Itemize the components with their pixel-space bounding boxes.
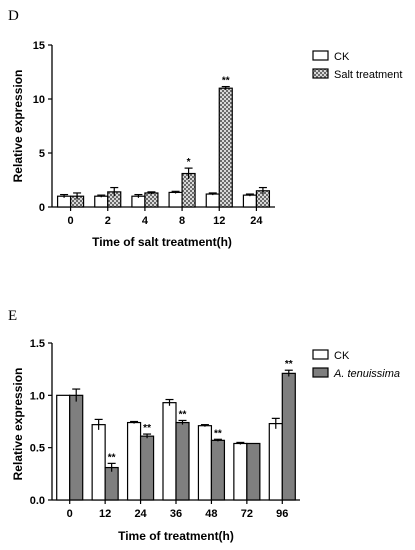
x-tick-label: 24 bbox=[250, 215, 263, 227]
legend-swatch-salt-treatment bbox=[312, 68, 329, 79]
x-tick-label: 72 bbox=[241, 508, 253, 520]
panel-e-y-axis: 0.0 0.5 1.0 1.5 bbox=[30, 338, 53, 507]
bar-ck bbox=[242, 194, 258, 208]
legend-swatch-a-tenuissima bbox=[312, 367, 329, 378]
panel-e-x-axis-title: Time of treatment(h) bbox=[118, 529, 234, 543]
bar-ck bbox=[94, 195, 109, 208]
bar-ck bbox=[56, 394, 71, 501]
panel-e-bars: ** ** ** ** ** bbox=[56, 359, 296, 501]
x-tick-label: 4 bbox=[142, 215, 149, 227]
bar-treatment bbox=[139, 435, 155, 501]
panel-e-chart: E 0.0 0.5 1.0 1.5 0 12 24 36 48 72 96 ** ** ** **** … bbox=[8, 308, 400, 543]
x-tick-label: 2 bbox=[105, 215, 111, 227]
bar-ck bbox=[233, 442, 248, 501]
bar-ck bbox=[197, 425, 213, 501]
significance-mark: ** bbox=[108, 452, 116, 463]
bar-ck bbox=[162, 402, 177, 501]
bar-treatment bbox=[218, 87, 233, 208]
x-tick-label: 12 bbox=[99, 508, 111, 520]
panel-d-legend: CK Salt treatment bbox=[312, 50, 402, 81]
legend-swatch-ck bbox=[312, 349, 329, 360]
bar-treatment bbox=[246, 442, 261, 501]
significance-mark: ** bbox=[214, 428, 222, 439]
bar-ck bbox=[268, 422, 283, 501]
y-tick-label: 10 bbox=[33, 94, 45, 106]
bar-treatment bbox=[210, 439, 226, 501]
significance-mark: ** bbox=[222, 76, 230, 87]
y-tick-label: 1.0 bbox=[30, 390, 45, 402]
panel-e-x-axis: 0 12 24 36 48 72 96 bbox=[52, 499, 300, 520]
panel-d-bars: *** bbox=[56, 76, 271, 208]
significance-mark: ** bbox=[179, 409, 187, 420]
panel-d-x-axis-title: Time of salt treatment(h) bbox=[92, 235, 232, 249]
x-tick-label: 0 bbox=[68, 215, 74, 227]
bar-ck bbox=[91, 424, 106, 501]
x-tick-label: 96 bbox=[276, 508, 288, 520]
significance-mark: ** bbox=[143, 423, 151, 434]
legend-label-ck: CK bbox=[334, 350, 350, 362]
significance-mark: * bbox=[187, 157, 191, 168]
x-tick-label: 12 bbox=[213, 215, 225, 227]
x-tick-label: 8 bbox=[179, 215, 185, 227]
panel-d-x-axis: 0 2 4 8 12 24 bbox=[52, 206, 275, 227]
legend-label-ck: CK bbox=[334, 51, 350, 63]
panel-d-letter: D bbox=[8, 8, 19, 24]
x-tick-label: 24 bbox=[134, 508, 147, 520]
bar-treatment bbox=[104, 466, 119, 501]
bar-ck bbox=[205, 193, 220, 208]
y-tick-label: 5 bbox=[39, 148, 45, 160]
panel-e-legend: CK A. tenuissima bbox=[312, 349, 400, 380]
panel-e-letter: E bbox=[8, 308, 17, 324]
legend-swatch-ck bbox=[312, 50, 329, 61]
panel-d-y-axis-title: Relative expression bbox=[11, 70, 25, 183]
x-tick-label: 0 bbox=[67, 508, 73, 520]
significance-mark: ** bbox=[285, 359, 293, 370]
x-tick-label: 36 bbox=[170, 508, 182, 520]
bar-ck bbox=[126, 421, 142, 501]
y-tick-label: 15 bbox=[33, 40, 45, 52]
bar-treatment bbox=[144, 192, 159, 208]
bar-treatment bbox=[281, 372, 296, 501]
panel-d-y-axis: 0 5 10 15 bbox=[33, 40, 53, 214]
legend-label-salt-treatment: Salt treatment bbox=[334, 69, 402, 81]
bar-ck bbox=[168, 191, 183, 208]
y-tick-label: 0.0 bbox=[30, 495, 45, 507]
y-tick-label: 0.5 bbox=[30, 443, 45, 455]
x-tick-label: 48 bbox=[205, 508, 217, 520]
bar-treatment bbox=[69, 394, 84, 501]
bar-treatment bbox=[175, 421, 190, 501]
legend-label-a-tenuissima: A. tenuissima bbox=[333, 368, 400, 380]
panel-e-y-axis-title: Relative expression bbox=[11, 368, 25, 481]
y-tick-label: 0 bbox=[39, 202, 45, 214]
y-tick-label: 1.5 bbox=[30, 338, 45, 350]
